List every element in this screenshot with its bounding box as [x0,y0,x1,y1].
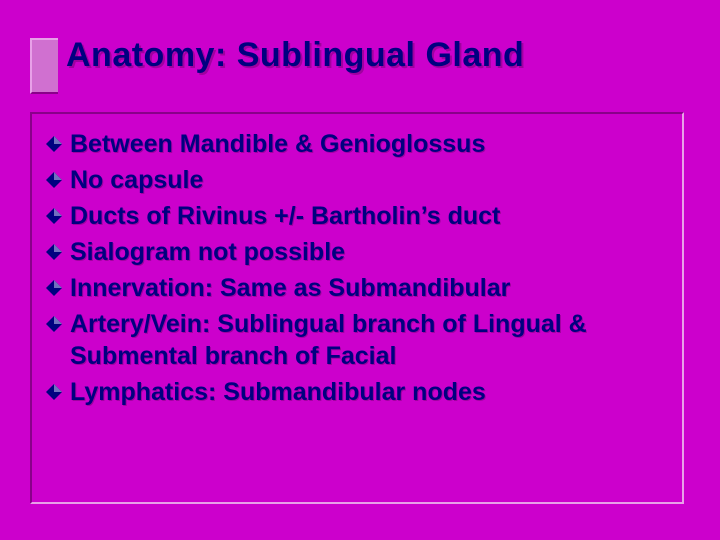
slide-title: Anatomy: Sublingual Gland [66,36,524,75]
bullet-text: Between Mandible & Genioglossus [70,128,485,160]
list-item: Lymphatics: Submandibular nodes [46,376,660,408]
diamond-bullet-icon [46,316,62,332]
content-frame: Between Mandible & Genioglossus No capsu… [30,112,684,504]
title-block: Anatomy: Sublingual Gland [66,36,524,75]
list-item: No capsule [46,164,660,196]
diamond-bullet-icon [46,172,62,188]
bullet-text: Ducts of Rivinus +/- Bartholin’s duct [70,200,500,232]
bullet-text: Lymphatics: Submandibular nodes [70,376,486,408]
bullet-text: Sialogram not possible [70,236,345,268]
side-tab-decoration [30,38,58,94]
diamond-bullet-icon [46,136,62,152]
list-item: Artery/Vein: Sublingual branch of Lingua… [46,308,660,372]
diamond-bullet-icon [46,244,62,260]
list-item: Ducts of Rivinus +/- Bartholin’s duct [46,200,660,232]
diamond-bullet-icon [46,208,62,224]
list-item: Sialogram not possible [46,236,660,268]
list-item: Innervation: Same as Submandibular [46,272,660,304]
list-item: Between Mandible & Genioglossus [46,128,660,160]
diamond-bullet-icon [46,280,62,296]
bullet-text: Artery/Vein: Sublingual branch of Lingua… [70,308,660,372]
diamond-bullet-icon [46,384,62,400]
bullet-text: Innervation: Same as Submandibular [70,272,510,304]
bullet-text: No capsule [70,164,203,196]
